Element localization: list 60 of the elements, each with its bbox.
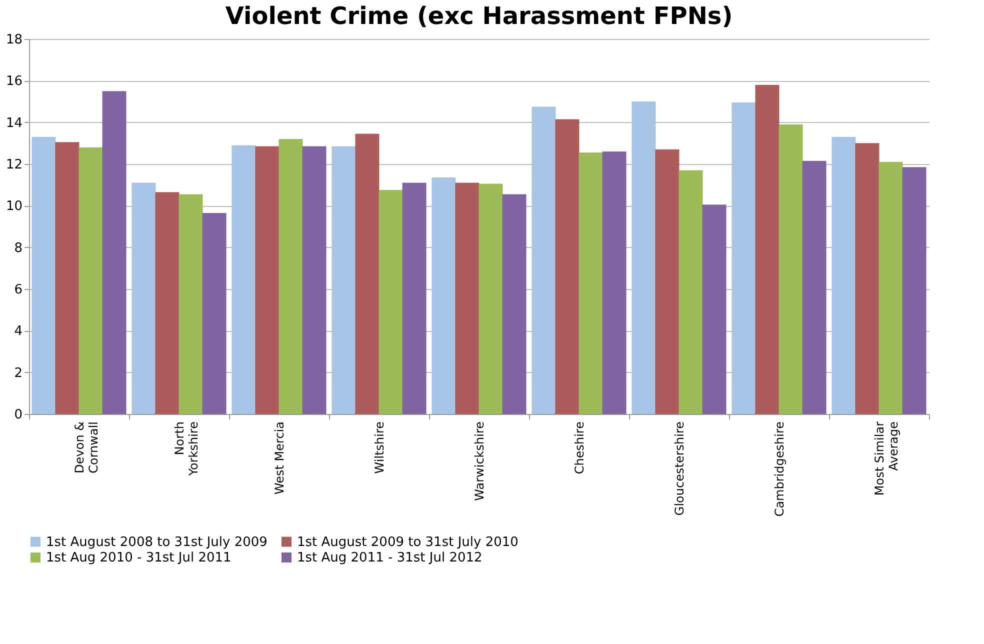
- bar: [232, 145, 256, 414]
- bar: [402, 182, 426, 414]
- x-tick-label: Gloucestershire: [672, 422, 686, 516]
- bar: [478, 184, 503, 414]
- legend-label: 1st August 2009 to 31st July 2010: [297, 534, 518, 550]
- bar: [378, 190, 403, 414]
- bar: [802, 160, 826, 414]
- bar: [732, 102, 756, 414]
- bar: [178, 194, 203, 414]
- legend-label: 1st August 2008 to 31st July 2009: [46, 534, 268, 550]
- bar: [555, 119, 580, 414]
- bar: [102, 91, 126, 414]
- y-tick-label: 4: [14, 324, 22, 340]
- bar: [532, 106, 556, 414]
- bar: [655, 149, 680, 414]
- bar: [132, 182, 156, 414]
- bar: [832, 136, 856, 414]
- y-tick-label: 10: [6, 199, 22, 214]
- y-tick-label: 14: [6, 116, 22, 131]
- y-tick-label: 18: [6, 32, 22, 48]
- x-tick-label: Devon & Cornwall: [72, 422, 100, 474]
- x-tick-label: Warwickshire: [472, 422, 486, 501]
- x-tick-label: North Yorkshire: [172, 422, 200, 477]
- bar: [602, 152, 626, 414]
- bar: [432, 178, 456, 414]
- bar: [778, 124, 803, 414]
- bar: [678, 170, 703, 414]
- bar: [55, 142, 80, 414]
- bar: [755, 84, 780, 414]
- x-tick-label: Most Similar Average: [872, 421, 900, 496]
- bar: [855, 143, 880, 414]
- y-tick-label: 2: [14, 366, 22, 381]
- y-tick-label: 8: [14, 240, 22, 256]
- x-tick-label: West Mercia: [272, 422, 286, 495]
- y-tick-label: 0: [14, 408, 22, 422]
- bar: [278, 139, 303, 414]
- bar: [202, 212, 226, 414]
- bar: [355, 134, 380, 414]
- bar: [32, 136, 56, 414]
- x-tick-label: Cheshire: [572, 422, 586, 474]
- x-tick-label: Cambridgeshire: [772, 422, 786, 517]
- y-tick-label: 6: [14, 282, 22, 298]
- bar: [332, 146, 356, 414]
- bar: [702, 204, 726, 414]
- bar: [502, 194, 526, 414]
- legend-label: 1st Aug 2011 - 31st Jul 2012: [297, 550, 482, 566]
- bar: [155, 192, 180, 414]
- y-tick-label: 16: [6, 74, 22, 90]
- bar: [255, 146, 280, 414]
- bar: [302, 146, 326, 414]
- bar: [632, 102, 656, 414]
- y-tick-label: 12: [6, 158, 22, 172]
- bar: [78, 147, 103, 414]
- x-tick-label: Wiltshire: [372, 422, 386, 474]
- bar: [878, 162, 903, 414]
- chart-title: Violent Crime (exc Harassment FPNs): [225, 2, 733, 30]
- bar: [578, 152, 603, 414]
- bar: [902, 167, 926, 414]
- bar: [455, 182, 480, 414]
- legend-label: 1st Aug 2010 - 31st Jul 2011: [46, 550, 232, 566]
